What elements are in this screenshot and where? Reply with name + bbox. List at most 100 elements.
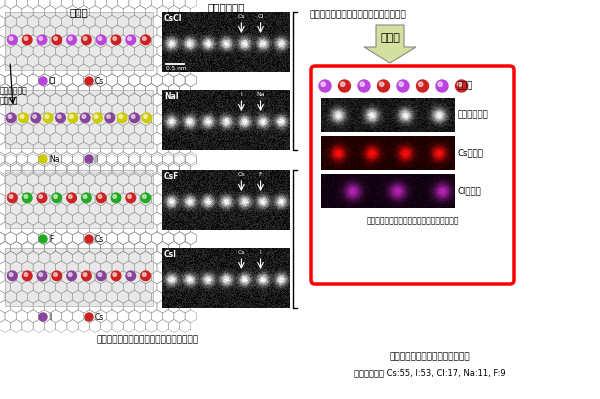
Circle shape bbox=[97, 271, 106, 280]
Circle shape bbox=[53, 37, 58, 40]
Circle shape bbox=[39, 235, 47, 243]
Circle shape bbox=[68, 113, 77, 122]
Circle shape bbox=[45, 115, 49, 119]
Circle shape bbox=[111, 193, 121, 203]
Circle shape bbox=[82, 35, 91, 45]
Bar bbox=[5, 248, 153, 306]
Circle shape bbox=[128, 273, 131, 277]
Circle shape bbox=[33, 115, 37, 119]
Circle shape bbox=[458, 82, 462, 87]
Circle shape bbox=[19, 113, 28, 122]
Circle shape bbox=[141, 271, 151, 280]
Circle shape bbox=[67, 193, 76, 203]
Bar bbox=[5, 248, 153, 306]
Circle shape bbox=[53, 273, 58, 277]
Circle shape bbox=[377, 80, 389, 92]
Circle shape bbox=[144, 115, 148, 119]
Circle shape bbox=[82, 271, 91, 280]
Circle shape bbox=[8, 115, 11, 119]
Circle shape bbox=[118, 113, 127, 122]
Circle shape bbox=[68, 37, 72, 40]
Text: 二種類の元素からなる原子鎖を作製・観察: 二種類の元素からなる原子鎖を作製・観察 bbox=[97, 335, 199, 344]
Circle shape bbox=[131, 115, 135, 119]
Circle shape bbox=[93, 113, 102, 122]
Circle shape bbox=[53, 195, 58, 198]
Text: Na: Na bbox=[49, 154, 59, 164]
Text: I: I bbox=[241, 92, 242, 97]
Text: Cs: Cs bbox=[238, 250, 245, 255]
Text: F: F bbox=[49, 235, 53, 243]
Circle shape bbox=[85, 77, 93, 85]
Circle shape bbox=[85, 235, 93, 243]
Circle shape bbox=[399, 82, 403, 87]
Circle shape bbox=[126, 193, 136, 203]
Circle shape bbox=[126, 35, 136, 45]
Circle shape bbox=[9, 273, 13, 277]
Text: CsI: CsI bbox=[164, 250, 177, 259]
Circle shape bbox=[8, 271, 17, 280]
Circle shape bbox=[37, 193, 47, 203]
Circle shape bbox=[39, 313, 47, 321]
Text: CsF: CsF bbox=[164, 172, 179, 181]
Circle shape bbox=[39, 155, 47, 163]
Circle shape bbox=[52, 35, 62, 45]
Circle shape bbox=[20, 115, 24, 119]
Circle shape bbox=[94, 115, 98, 119]
Circle shape bbox=[56, 113, 65, 122]
Circle shape bbox=[39, 195, 43, 198]
Circle shape bbox=[105, 113, 115, 122]
Circle shape bbox=[70, 115, 73, 119]
Circle shape bbox=[142, 195, 146, 198]
Circle shape bbox=[358, 80, 370, 92]
Text: I: I bbox=[260, 250, 262, 255]
Bar bbox=[5, 90, 153, 148]
Circle shape bbox=[380, 82, 384, 87]
Circle shape bbox=[9, 195, 13, 198]
Text: Cl原子像: Cl原子像 bbox=[457, 186, 481, 196]
Circle shape bbox=[67, 35, 76, 45]
Text: NaI: NaI bbox=[164, 92, 179, 101]
Circle shape bbox=[82, 193, 91, 203]
Circle shape bbox=[68, 273, 72, 277]
Circle shape bbox=[98, 195, 102, 198]
Circle shape bbox=[85, 313, 93, 321]
Circle shape bbox=[22, 35, 32, 45]
Circle shape bbox=[68, 195, 72, 198]
Circle shape bbox=[22, 193, 32, 203]
Text: Cs: Cs bbox=[238, 172, 245, 177]
Circle shape bbox=[397, 80, 409, 92]
Circle shape bbox=[119, 115, 122, 119]
Circle shape bbox=[107, 115, 110, 119]
Circle shape bbox=[7, 113, 16, 122]
Circle shape bbox=[98, 37, 102, 40]
Circle shape bbox=[141, 35, 151, 45]
Circle shape bbox=[39, 273, 43, 277]
Circle shape bbox=[31, 113, 41, 122]
Circle shape bbox=[111, 35, 121, 45]
Circle shape bbox=[82, 115, 86, 119]
Text: 0.5 nm: 0.5 nm bbox=[166, 65, 187, 71]
Text: モデル: モデル bbox=[457, 81, 473, 91]
Circle shape bbox=[67, 271, 76, 280]
Bar bbox=[5, 90, 153, 148]
Circle shape bbox=[128, 37, 131, 40]
Circle shape bbox=[58, 115, 61, 119]
Bar bbox=[162, 170, 290, 230]
Text: Cl: Cl bbox=[257, 14, 263, 19]
Circle shape bbox=[98, 273, 102, 277]
Bar bbox=[162, 12, 290, 72]
Circle shape bbox=[43, 113, 53, 122]
Circle shape bbox=[126, 271, 136, 280]
Text: Cl: Cl bbox=[49, 77, 56, 85]
Text: Na: Na bbox=[256, 92, 265, 97]
Text: 重い元素に挟まれた軽い元素は見えない: 重い元素に挟まれた軽い元素は見えない bbox=[310, 10, 407, 19]
Circle shape bbox=[360, 82, 364, 87]
Circle shape bbox=[24, 195, 28, 198]
Circle shape bbox=[39, 77, 47, 85]
Circle shape bbox=[142, 37, 146, 40]
Circle shape bbox=[97, 35, 106, 45]
Circle shape bbox=[8, 35, 17, 45]
Circle shape bbox=[416, 80, 428, 92]
Text: I: I bbox=[95, 154, 97, 164]
Circle shape bbox=[52, 271, 62, 280]
